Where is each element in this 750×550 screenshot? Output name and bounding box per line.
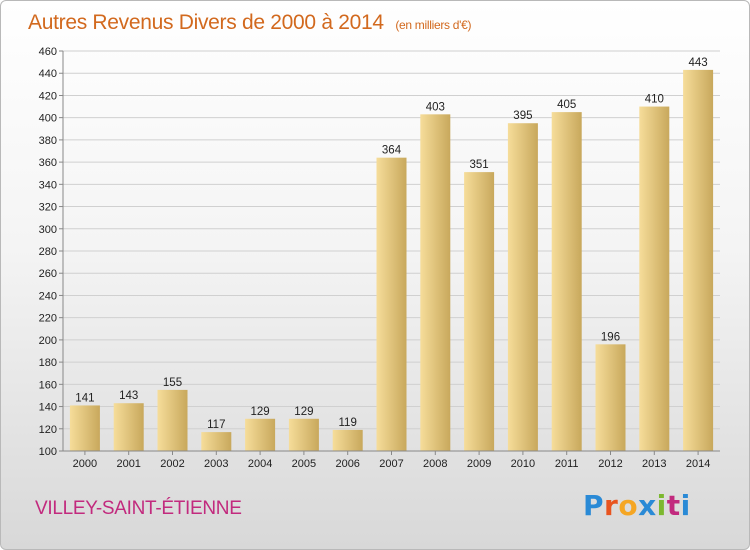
bar-value-label: 141 <box>75 392 94 404</box>
bar <box>551 112 582 451</box>
x-tick-label: 2005 <box>292 458 316 470</box>
bar <box>683 69 714 451</box>
bar-value-label: 129 <box>294 406 313 418</box>
chart-title-unit: (en milliers d'€) <box>395 18 472 32</box>
x-tick-label: 2011 <box>555 458 579 470</box>
chart-title-text: Autres Revenus Divers de 2000 à 2014 <box>28 11 384 34</box>
x-tick-label: 2003 <box>204 458 228 470</box>
bar-value-label: 364 <box>382 145 402 157</box>
bar <box>376 157 407 451</box>
y-tick-label: 300 <box>39 224 57 236</box>
x-tick-label: 2008 <box>423 458 447 470</box>
logo-letter: i <box>656 489 667 522</box>
bar <box>113 403 144 451</box>
bar <box>464 172 495 451</box>
logo-letter: P <box>583 489 605 522</box>
y-tick-label: 120 <box>39 424 57 436</box>
y-tick-label: 420 <box>39 90 57 102</box>
bar <box>69 405 100 451</box>
x-tick-label: 2001 <box>116 458 140 470</box>
bar <box>595 344 626 451</box>
x-tick-label: 2006 <box>335 458 359 470</box>
bar-value-label: 129 <box>251 406 270 418</box>
y-tick-label: 280 <box>39 246 57 258</box>
bar <box>245 418 276 451</box>
bar-value-label: 395 <box>513 110 532 122</box>
y-tick-label: 240 <box>39 290 57 302</box>
y-tick-label: 180 <box>39 357 57 369</box>
x-tick-label: 2002 <box>160 458 184 470</box>
chart-title: Autres Revenus Divers de 2000 à 2014 (en… <box>28 11 472 35</box>
y-tick-label: 360 <box>39 157 57 169</box>
bar <box>639 106 670 452</box>
proxiti-logo: Proxiti <box>583 489 691 522</box>
y-tick-label: 220 <box>39 313 57 325</box>
bar-value-label: 155 <box>163 377 182 389</box>
y-tick-label: 340 <box>39 179 57 191</box>
x-tick-label: 2012 <box>598 458 622 470</box>
x-tick-label: 2000 <box>73 458 97 470</box>
y-tick-label: 260 <box>39 268 57 280</box>
y-tick-label: 380 <box>39 135 57 147</box>
x-tick-label: 2014 <box>686 458 710 470</box>
bar-value-label: 403 <box>426 101 445 113</box>
y-tick-label: 460 <box>39 46 57 58</box>
bar <box>201 432 232 451</box>
bar-value-label: 117 <box>207 419 225 431</box>
logo-letter: i <box>680 489 691 522</box>
x-tick-label: 2009 <box>467 458 491 470</box>
x-tick-label: 2010 <box>511 458 535 470</box>
bar-value-label: 443 <box>689 57 708 69</box>
bar-value-label: 405 <box>557 99 576 111</box>
logo-letter: t <box>666 489 681 522</box>
y-tick-label: 400 <box>39 113 57 125</box>
x-tick-label: 2007 <box>379 458 403 470</box>
y-tick-label: 140 <box>39 402 57 414</box>
x-tick-label: 2004 <box>248 458 272 470</box>
y-tick-label: 440 <box>39 68 57 80</box>
y-tick-label: 100 <box>39 446 57 458</box>
x-tick-label: 2013 <box>642 458 666 470</box>
y-tick-label: 160 <box>39 379 57 391</box>
bar <box>157 389 188 451</box>
bar <box>507 123 538 451</box>
y-tick-label: 320 <box>39 202 57 214</box>
bar-value-label: 351 <box>470 159 489 171</box>
y-tick-label: 200 <box>39 335 57 347</box>
logo-letter: x <box>638 489 657 522</box>
bar <box>288 418 319 451</box>
logo-letter: o <box>618 489 639 522</box>
bar <box>332 429 363 451</box>
bar-value-label: 119 <box>339 417 357 429</box>
bar-value-label: 196 <box>601 331 620 343</box>
bar <box>420 114 451 451</box>
bar-value-label: 410 <box>645 94 664 106</box>
bar-value-label: 143 <box>119 390 138 402</box>
logo-letter: r <box>604 489 619 522</box>
commune-name: VILLEY-SAINT-ÉTIENNE <box>35 498 242 519</box>
